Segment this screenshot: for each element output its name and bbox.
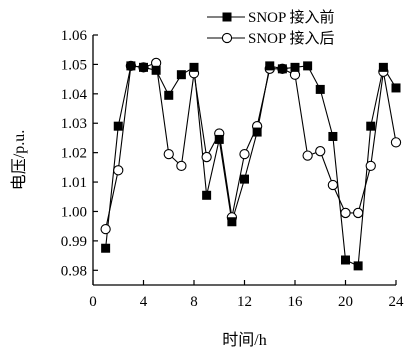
data-point-before: [341, 255, 350, 265]
x-axis-label: 时间/h: [222, 331, 266, 349]
data-point-after: [113, 165, 124, 176]
y-tick-label: 0.99: [61, 234, 87, 250]
data-point-after: [100, 223, 111, 235]
data-point-after: [340, 207, 351, 219]
data-point-after: [315, 146, 326, 157]
legend-marker-square: [222, 12, 232, 22]
data-point-before: [366, 121, 376, 131]
y-axis-label: 电压/p.u.: [10, 130, 28, 190]
data-point-before: [328, 131, 338, 141]
axes: [92, 35, 396, 286]
data-point-before: [277, 64, 287, 74]
data-point-after: [176, 160, 187, 172]
y-tick-label: 0.98: [61, 263, 87, 279]
data-point-before: [214, 134, 224, 144]
x-tick-label: 4: [140, 294, 148, 310]
data-point-before: [391, 83, 401, 93]
data-point-before: [101, 243, 111, 253]
legend: SNOP 接入前 SNOP 接入后: [207, 9, 335, 47]
data-point-after: [201, 151, 212, 163]
data-point-before: [252, 127, 262, 137]
y-tick-label: 1.00: [61, 204, 87, 220]
data-point-before: [240, 174, 249, 184]
data-point-before: [290, 62, 300, 72]
data-point-before: [151, 65, 161, 75]
y-tick-label: 1.03: [61, 116, 87, 132]
y-tick-label: 1.05: [61, 57, 87, 73]
series-line-after: [105, 62, 397, 230]
data-point-before: [139, 62, 148, 72]
data-point-before: [265, 61, 275, 71]
data-point-after: [239, 148, 250, 160]
legend-label: SNOP 接入前: [248, 9, 335, 26]
x-tick-label: 12: [237, 294, 252, 310]
data-point-before: [126, 61, 136, 71]
data-point-before: [202, 190, 212, 200]
data-point-after: [390, 137, 402, 148]
y-tick-label: 1.06: [61, 28, 88, 44]
data-point-before: [378, 62, 388, 72]
legend-label: SNOP 接入后: [248, 30, 335, 47]
data-point-before: [176, 70, 186, 80]
y-tick-label: 1.01: [61, 175, 87, 191]
x-tick-label: 16: [288, 294, 304, 310]
series-line-before: [105, 65, 397, 267]
x-tick-label: 20: [338, 294, 353, 310]
x-tick-label: 24: [389, 294, 405, 310]
data-point-before: [353, 261, 363, 271]
ticks: 0.98 0.99 1.00 1.01 1.02 1.03 1.04 1.05 1.06 0 4 8 1…: [61, 28, 404, 310]
data-point-after: [327, 179, 339, 191]
data-point-after: [163, 148, 174, 160]
data-point-after: [365, 160, 376, 172]
data-point-before: [227, 217, 237, 227]
x-tick-label: 0: [89, 294, 97, 310]
data-point-before: [113, 121, 123, 131]
y-tick-label: 1.02: [61, 146, 87, 162]
data-point-before: [315, 84, 325, 94]
data-point-before: [303, 61, 313, 71]
series-group: [100, 57, 402, 271]
data-point-after: [352, 207, 364, 219]
data-point-after: [302, 150, 313, 161]
data-point-before: [189, 62, 199, 72]
x-tick-label: 8: [190, 294, 198, 310]
data-point-before: [164, 90, 174, 100]
y-tick-label: 1.04: [61, 87, 88, 103]
legend-marker-circle: [221, 32, 233, 44]
